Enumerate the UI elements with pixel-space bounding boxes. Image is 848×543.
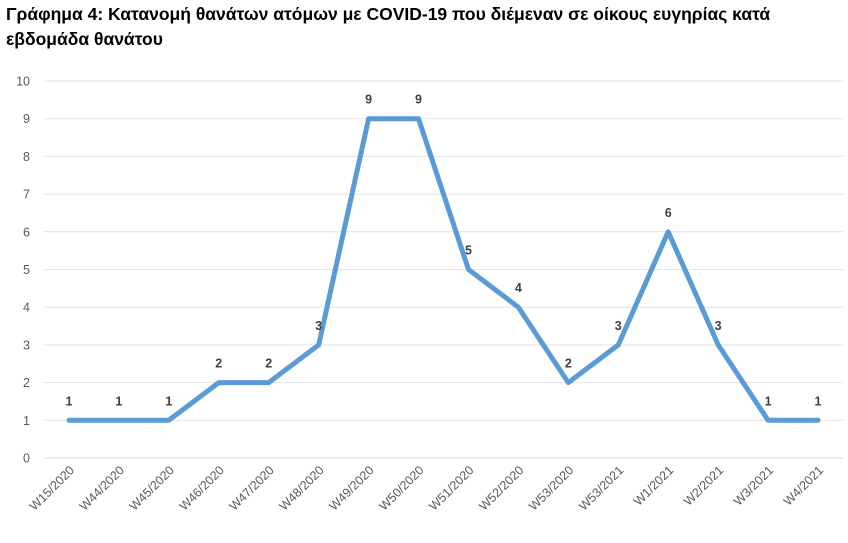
data-label: 3 bbox=[615, 319, 622, 333]
data-point bbox=[66, 418, 71, 423]
data-label: 5 bbox=[465, 244, 472, 258]
data-label: 9 bbox=[365, 93, 372, 107]
data-point bbox=[466, 267, 471, 272]
x-tick-label: W51/2020 bbox=[426, 463, 476, 513]
x-tick-label: W15/2020 bbox=[27, 463, 77, 513]
data-point bbox=[116, 418, 121, 423]
x-tick-label: W45/2020 bbox=[127, 463, 177, 513]
data-label: 1 bbox=[165, 394, 172, 408]
data-labels: 1 1 1 2 2 3 9 9 5 4 2 3 6 3 1 1 bbox=[65, 93, 821, 409]
data-label: 2 bbox=[215, 357, 222, 371]
y-tick-label: 0 bbox=[23, 452, 30, 466]
y-tick-label: 8 bbox=[23, 150, 30, 164]
data-label: 9 bbox=[415, 93, 422, 107]
y-axis-ticks: 0 1 2 3 4 5 6 7 8 9 10 bbox=[16, 75, 30, 466]
data-label: 4 bbox=[515, 281, 522, 295]
x-tick-label: W44/2020 bbox=[77, 463, 127, 513]
series-group bbox=[66, 116, 821, 423]
y-tick-label: 2 bbox=[23, 376, 30, 390]
x-tick-label: W49/2020 bbox=[327, 463, 377, 513]
data-point bbox=[716, 342, 721, 347]
y-tick-label: 5 bbox=[23, 263, 30, 277]
data-label: 1 bbox=[765, 394, 772, 408]
x-tick-label: W4/2021 bbox=[781, 463, 826, 508]
data-point bbox=[166, 418, 171, 423]
data-point bbox=[366, 116, 371, 121]
data-point bbox=[316, 342, 321, 347]
y-tick-label: 6 bbox=[23, 225, 30, 239]
x-tick-label: W48/2020 bbox=[277, 463, 327, 513]
data-label: 1 bbox=[115, 394, 122, 408]
data-label: 6 bbox=[665, 206, 672, 220]
y-tick-label: 1 bbox=[23, 414, 30, 428]
x-tick-label: W53/2020 bbox=[526, 463, 576, 513]
data-label: 1 bbox=[65, 394, 72, 408]
x-tick-label: W53/2021 bbox=[576, 463, 626, 513]
data-point bbox=[616, 342, 621, 347]
x-axis-ticks: W15/2020 W44/2020 W45/2020 W46/2020 W47/2020… bbox=[27, 463, 826, 513]
data-label: 3 bbox=[315, 319, 322, 333]
x-tick-label: W50/2020 bbox=[376, 463, 426, 513]
series-line bbox=[66, 116, 821, 423]
data-label: 2 bbox=[565, 357, 572, 371]
data-label: 2 bbox=[265, 357, 272, 371]
data-point bbox=[566, 380, 571, 385]
data-point bbox=[266, 380, 271, 385]
data-point bbox=[666, 229, 671, 234]
y-tick-label: 3 bbox=[23, 338, 30, 352]
data-label: 3 bbox=[715, 319, 722, 333]
x-tick-label: W3/2021 bbox=[731, 463, 776, 508]
grid-lines bbox=[44, 80, 843, 459]
data-point bbox=[816, 418, 821, 423]
x-tick-label: W2/2021 bbox=[681, 463, 726, 508]
data-point bbox=[516, 305, 521, 310]
data-point bbox=[416, 116, 421, 121]
y-tick-label: 7 bbox=[23, 188, 30, 202]
y-tick-label: 9 bbox=[23, 112, 30, 126]
chart-title: Γράφημα 4: Κατανομή θανάτων ατόμων με CO… bbox=[6, 4, 771, 49]
x-tick-label: W47/2020 bbox=[227, 463, 277, 513]
x-tick-label: W1/2021 bbox=[631, 463, 676, 508]
data-point bbox=[766, 418, 771, 423]
y-tick-label: 4 bbox=[23, 301, 30, 315]
data-point bbox=[216, 380, 221, 385]
x-tick-label: W46/2020 bbox=[177, 463, 227, 513]
x-tick-label: W52/2020 bbox=[476, 463, 526, 513]
y-tick-label: 10 bbox=[16, 75, 30, 89]
data-label: 1 bbox=[815, 394, 822, 408]
